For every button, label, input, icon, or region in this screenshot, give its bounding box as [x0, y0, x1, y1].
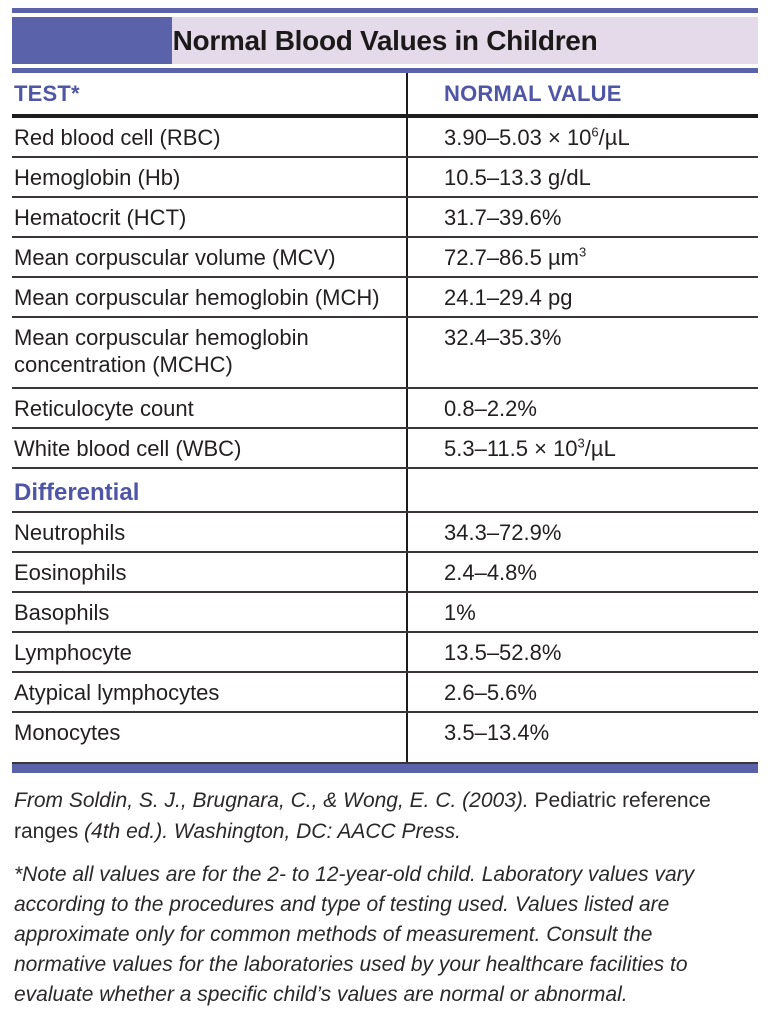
test-cell: Mean corpuscular volume (MCV) [14, 245, 336, 270]
table-row: Mean corpuscular hemoglobin concentratio… [12, 318, 758, 389]
footnote: *Note all values are for the 2- to 12-ye… [14, 863, 695, 1006]
column-header-normal-value: NORMAL VALUE [406, 73, 758, 114]
test-cell: Lymphocyte [14, 640, 132, 665]
value-cell: 31.7–39.6% [406, 198, 758, 236]
value-cell: 24.1–29.4 pg [406, 278, 758, 316]
table-row: Eosinophils 2.4–4.8% [12, 553, 758, 593]
value-cell: 72.7–86.5 µm3 [406, 238, 758, 276]
table-row: Neutrophils 34.3–72.9% [12, 513, 758, 553]
value-cell: 1% [406, 593, 758, 631]
value-cell: 13.5–52.8% [406, 633, 758, 671]
source-citation: From Soldin, S. J., Brugnara, C., & Wong… [14, 785, 744, 847]
top-accent-rule [12, 8, 758, 13]
value-cell: 2.6–5.6% [406, 673, 758, 711]
table-row: Hematocrit (HCT) 31.7–39.6% [12, 198, 758, 238]
citation-segment: Pediatric reference ranges [14, 789, 711, 843]
table-body: Red blood cell (RBC) 3.90–5.03 × 106/µL He… [12, 118, 758, 764]
superscript: 6 [591, 124, 599, 140]
value-cell: 34.3–72.9% [406, 513, 758, 551]
table-row: Lymphocyte 13.5–52.8% [12, 633, 758, 673]
value-cell [406, 469, 758, 511]
test-cell: Neutrophils [14, 520, 126, 545]
table-row: Mean corpuscular volume (MCV) 72.7–86.5 µ… [12, 238, 758, 278]
test-cell: Eosinophils [14, 560, 127, 585]
column-header-test-label: TEST* [14, 81, 80, 106]
table-row: Red blood cell (RBC) 3.90–5.03 × 106/µL [12, 118, 758, 158]
test-cell: Hemoglobin (Hb) [14, 165, 181, 190]
test-cell: Mean corpuscular hemoglobin (MCH) [14, 285, 380, 310]
test-cell: Monocytes [14, 720, 121, 745]
table-row: White blood cell (WBC) 5.3–11.5 × 103/µL [12, 429, 758, 469]
test-cell: White blood cell (WBC) [14, 436, 242, 461]
test-cell: Hematocrit (HCT) [14, 205, 187, 230]
value-cell: 5.3–11.5 × 103/µL [406, 429, 758, 467]
value-cell: 32.4–35.3% [406, 318, 758, 387]
test-cell: Reticulocyte count [14, 396, 194, 421]
column-header-test: TEST* [12, 73, 406, 114]
table-row: Mean corpuscular hemoglobin (MCH) 24.1–29… [12, 278, 758, 318]
bottom-accent-rule [12, 764, 758, 773]
value-cell: 3.90–5.03 × 106/µL [406, 118, 758, 156]
value-cell: 10.5–13.3 g/dL [406, 158, 758, 196]
title-bar: Normal Blood Values in Children [12, 17, 758, 64]
test-cell: Atypical lymphocytes [14, 680, 220, 705]
section-title: Differential [14, 479, 140, 506]
table-footer: From Soldin, S. J., Brugnara, C., & Wong… [12, 773, 758, 1010]
table-row: Monocytes 3.5–13.4% [12, 713, 758, 764]
accent-rule [12, 68, 758, 73]
table-row: Basophils 1% [12, 593, 758, 633]
page-title: Normal Blood Values in Children [172, 24, 598, 56]
test-cell: Red blood cell (RBC) [14, 125, 221, 150]
table-row: Hemoglobin (Hb) 10.5–13.3 g/dL [12, 158, 758, 198]
value-cell: 2.4–4.8% [406, 553, 758, 591]
superscript: 3 [579, 244, 587, 260]
table-header-row: TEST* NORMAL VALUE [12, 73, 758, 118]
citation-segment: From Soldin, S. J., Brugnara, C., & Wong… [14, 789, 535, 812]
table-row: Reticulocyte count 0.8–2.2% [12, 389, 758, 429]
title-accent-block [12, 17, 172, 64]
table-row: Atypical lymphocytes 2.6–5.6% [12, 673, 758, 713]
value-cell: 0.8–2.2% [406, 389, 758, 427]
column-header-normal-value-label: NORMAL VALUE [444, 81, 622, 106]
value-cell: 3.5–13.4% [406, 713, 758, 762]
citation-segment: (4th ed.). Washington, DC: AACC Press. [84, 820, 462, 843]
superscript: 3 [577, 435, 585, 451]
table-section-row: Differential [12, 469, 758, 513]
test-cell: Mean corpuscular hemoglobin concentratio… [14, 325, 309, 377]
test-cell: Basophils [14, 600, 110, 625]
